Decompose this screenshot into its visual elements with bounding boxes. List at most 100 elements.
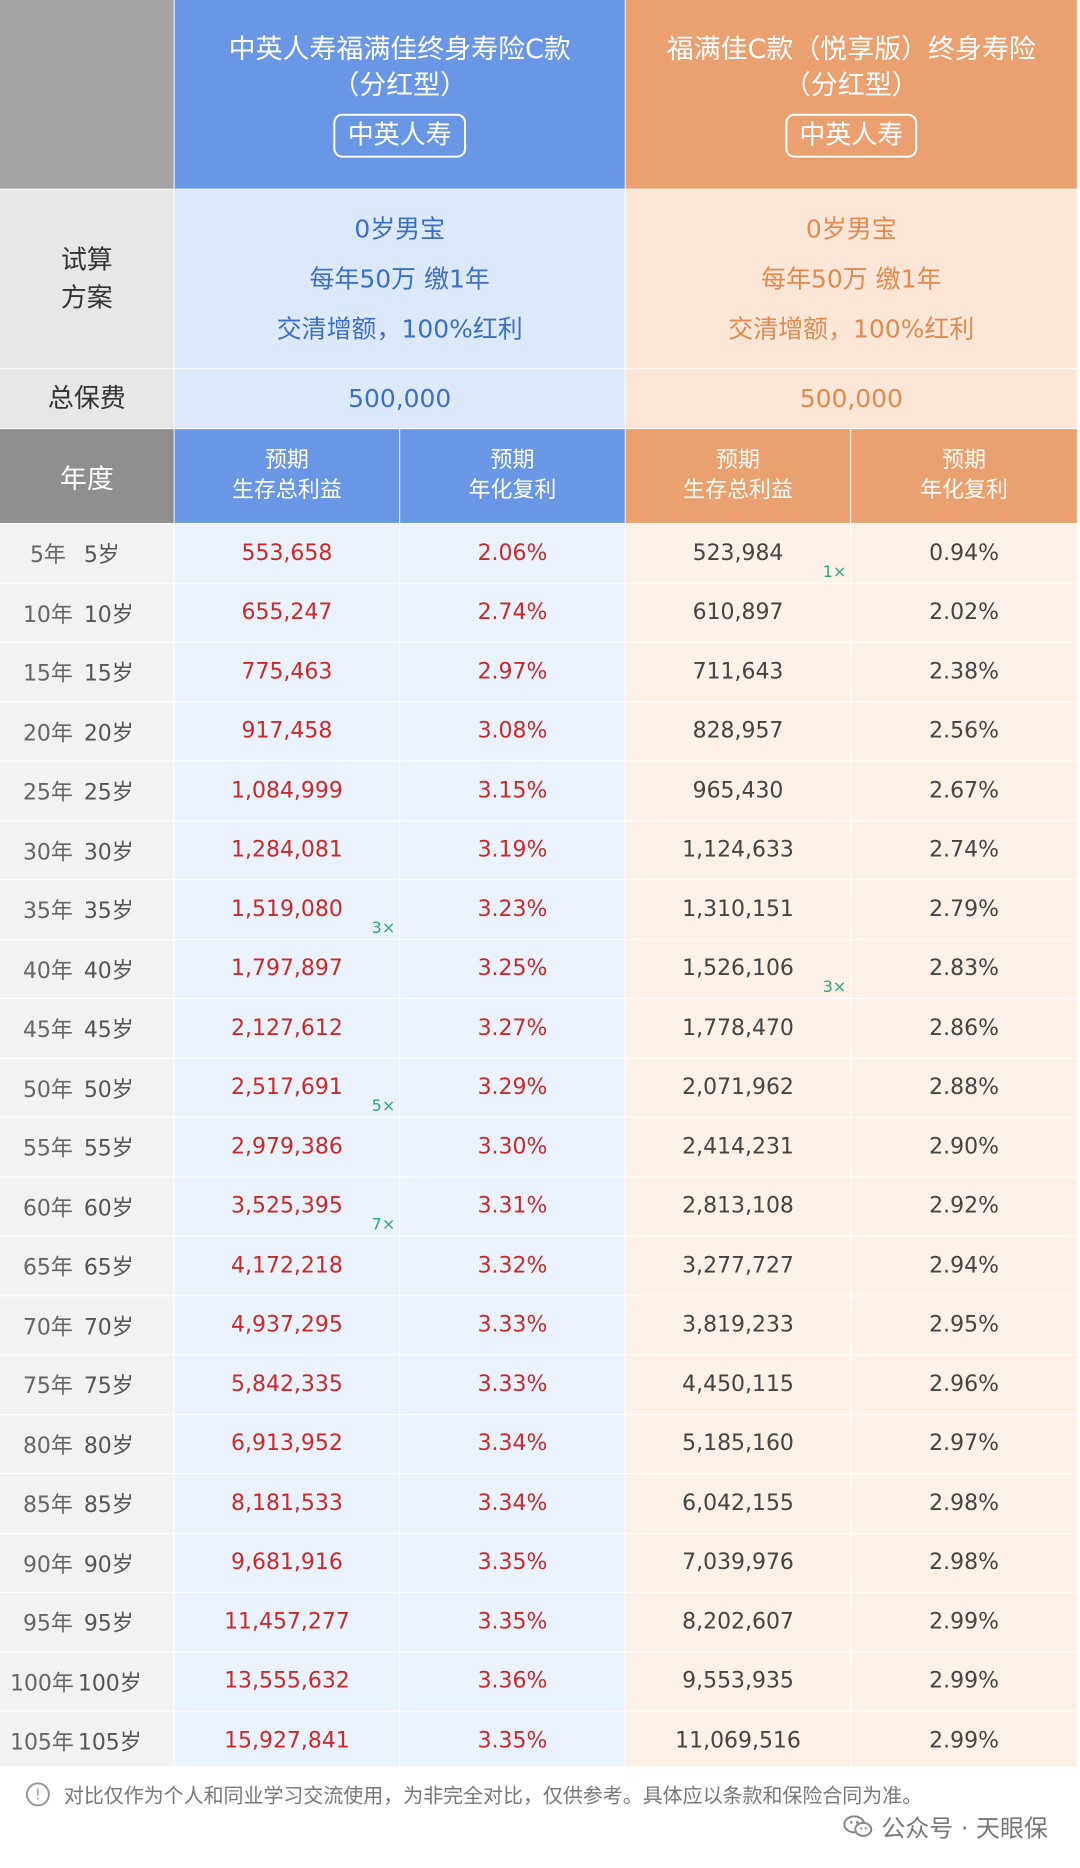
insured-age: 40岁 [83,958,134,984]
insured-age: 15岁 [83,661,134,687]
product-b-rate-cell: 0.94% [851,523,1078,584]
product-a-rate-cell: 3.23% [400,880,626,940]
product-a-total-value: 1,519,080 [231,896,343,922]
product-a-total-cell: 2,127,612 [174,998,401,1059]
product-a-rate-cell: 3.08% [400,702,626,762]
product-b-plan-payment: 每年50万 缴1年 [761,263,942,293]
policy-year: 45年 [22,1018,73,1044]
insured-age: 105岁 [77,1730,142,1756]
table-row-year: 30年 30岁 [0,820,175,881]
product-a-rate-value: 2.06% [477,540,548,566]
table-row-year: 5年 5岁 [0,523,175,584]
product-a-rate-cell: 3.34% [400,1414,626,1475]
product-b-total-value: 2,414,231 [682,1134,794,1160]
table-row-year: 55年 55岁 [0,1117,175,1178]
product-b-total-cell: 8,202,607 [625,1592,852,1653]
product-a-plan-dividend: 交清增额，100%红利 [276,313,523,343]
product-a-total-value: 4,937,295 [231,1312,343,1338]
insured-age: 35岁 [83,899,134,925]
product-a-total-header-line1: 预期 [264,448,309,474]
product-b-rate-value: 2.99% [929,1668,999,1694]
insured-age: 95岁 [83,1612,134,1637]
product-b-rate-value: 2.56% [929,718,999,744]
product-a-total-value: 13,555,632 [224,1668,350,1694]
product-b-name: 福满佳C款（悦享版）终身寿险 [666,33,1036,65]
product-b-rate-header-line2: 年化复利 [920,478,1008,503]
product-a-total-value: 2,979,386 [231,1134,343,1160]
product-b-rate-cell: 2.67% [851,761,1078,821]
policy-year: 70年 [22,1315,73,1341]
table-row-year: 50年 50岁 [0,1058,175,1118]
product-b-rate-cell: 2.94% [851,1236,1078,1296]
product-b-total-value: 828,957 [692,718,784,744]
product-a-total-value: 5,842,335 [231,1372,343,1397]
product-a-total-cell: 2,517,691 5× [174,1058,401,1118]
table-row-year: 90年 90岁 [0,1533,175,1593]
product-a-rate-header: 预期 年化复利 [400,429,626,524]
product-b-total-cell: 2,071,962 [625,1058,852,1118]
product-a-total-cell: 655,247 [174,583,401,643]
product-b-total-value: 711,643 [692,659,784,685]
product-a-rate-value: 3.34% [477,1490,548,1516]
product-a-rate-header-line2: 年化复利 [468,478,557,503]
product-a-total-cell: 775,463 [174,642,401,703]
product-b-rate-cell: 2.92% [851,1177,1078,1237]
product-b-rate-cell: 2.96% [851,1355,1078,1415]
product-b-rate-value: 2.94% [929,1253,999,1279]
product-a-header: 中英人寿福满佳终身寿险C款 （分红型） 中英人寿 [174,0,626,190]
product-a-total-value: 553,658 [241,540,333,566]
insured-age: 20岁 [83,721,134,747]
multiplier-mark: 1× [822,561,847,581]
product-a-total-value: 2,517,691 [231,1075,343,1101]
product-b-total-cell: 1,124,633 [625,820,852,881]
product-b-rate-cell: 2.90% [851,1117,1078,1178]
product-b-total-header-line2: 生存总利益 [683,478,793,503]
product-a-rate-header-line1: 预期 [490,448,535,474]
product-a-total-value: 917,458 [241,718,333,744]
product-b-rate-value: 2.38% [929,659,999,685]
insured-age: 45岁 [83,1018,134,1044]
insured-age: 50岁 [83,1077,134,1103]
policy-year: 90年 [22,1552,73,1578]
product-b-rate-value: 0.94% [929,540,999,566]
policy-year: 100年 [9,1671,74,1697]
product-a-total-cell: 15,927,841 [174,1711,401,1771]
product-a-total-cell: 1,284,081 [174,820,401,881]
policy-year: 55年 [22,1136,73,1162]
product-a-total-value: 9,681,916 [231,1550,343,1576]
product-b-total-cell: 3,277,727 [625,1236,852,1296]
table-row-year: 20年 20岁 [0,702,175,762]
product-a-rate-cell: 3.27% [400,998,626,1059]
product-b-rate-cell: 2.56% [851,702,1078,762]
policy-year: 75年 [22,1374,73,1400]
product-b-total-value: 523,984 [692,540,784,566]
product-a-rate-value: 3.27% [477,1015,548,1041]
product-a-total-value: 3,525,395 [231,1193,343,1219]
product-b-total-cell: 9,553,935 [625,1652,852,1712]
product-b-rate-value: 2.02% [929,600,999,625]
product-b-total-value: 2,813,108 [682,1193,794,1219]
product-a-total-cell: 9,681,916 [174,1533,401,1593]
multiplier-mark: 3× [371,917,396,937]
product-a-total-cell: 3,525,395 7× [174,1177,401,1237]
table-row-year: 15年 15岁 [0,642,175,703]
product-b-total-value: 11,069,516 [675,1728,801,1754]
product-b-total-cell: 1,310,151 [625,880,852,940]
table-row-year: 105年 105岁 [0,1711,175,1771]
product-a-rate-value: 3.08% [477,718,548,744]
product-b-total-value: 1,124,633 [682,837,794,863]
table-row-year: 80年 80岁 [0,1414,175,1475]
product-a-rate-value: 3.32% [477,1253,548,1279]
insured-age: 60岁 [83,1196,134,1222]
product-b-rate-cell: 2.86% [851,998,1078,1059]
product-a-total-cell: 13,555,632 [174,1652,401,1712]
product-a-company-tag: 中英人寿 [333,113,466,158]
policy-year: 20年 [22,721,73,747]
comparison-table: 中英人寿福满佳终身寿险C款 （分红型） 中英人寿 福满佳C款（悦享版）终身寿险 … [0,0,1078,1771]
product-b-rate-value: 2.98% [929,1550,999,1576]
product-b-rate-cell: 2.97% [851,1414,1078,1475]
product-b-total-cell: 965,430 [625,761,852,821]
disclaimer-note: 对比仅作为个人和同业学习交流使用，为非完全对比，仅供参考。具体应以条款和保险合同… [63,1783,923,1808]
product-b-total-value: 965,430 [692,778,784,804]
